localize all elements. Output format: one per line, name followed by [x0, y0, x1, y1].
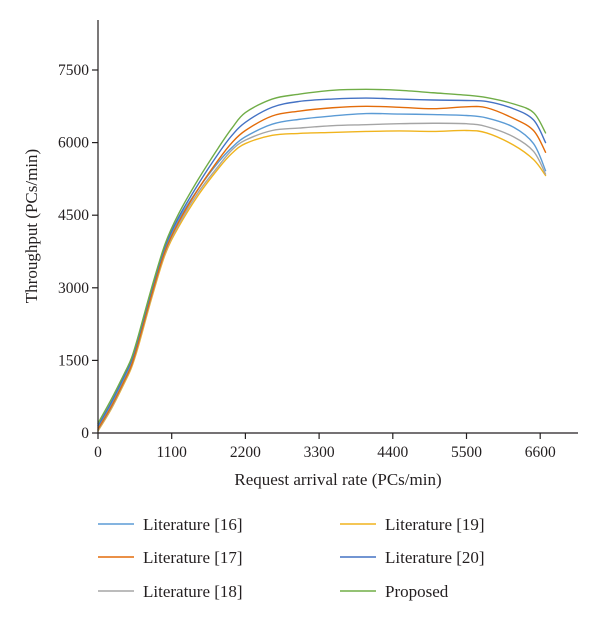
- series-line-literature-19: [97, 129, 547, 432]
- x-tick-label: 4400: [377, 444, 408, 461]
- legend-label: Literature [20]: [385, 548, 485, 567]
- x-tick-label: 2200: [230, 444, 261, 461]
- x-axis-ticks: 0 1100 2200 3300 4400 5500 6600: [94, 433, 556, 461]
- plot-area: [97, 88, 547, 432]
- y-tick-label: 7500: [58, 62, 89, 79]
- legend-item-literature-18: Literature [18]: [98, 582, 243, 601]
- y-tick-label: 3000: [58, 280, 89, 297]
- legend-label: Literature [19]: [385, 515, 485, 534]
- x-axis-label: Request arrival rate (PCs/min): [234, 470, 441, 489]
- x-tick-label: 1100: [156, 444, 187, 461]
- legend-label: Literature [18]: [143, 582, 243, 601]
- x-tick-label: 3300: [304, 444, 335, 461]
- y-tick-label: 0: [81, 425, 89, 442]
- series-line-literature-20: [97, 97, 547, 427]
- y-tick-label: 1500: [58, 352, 89, 369]
- series-line-proposed: [97, 88, 547, 425]
- legend-item-literature-20: Literature [20]: [340, 548, 485, 567]
- series-line-literature-16: [97, 112, 547, 428]
- y-tick-label: 6000: [58, 135, 89, 152]
- legend: Literature [16] Literature [17] Literature…: [98, 515, 485, 601]
- y-axis-ticks: 0 1500 3000 4500 6000 7500: [58, 62, 98, 442]
- legend-item-literature-19: Literature [19]: [340, 515, 485, 534]
- legend-item-proposed: Proposed: [340, 582, 449, 601]
- series-line-literature-17: [97, 105, 547, 430]
- y-tick-label: 4500: [58, 207, 89, 224]
- legend-item-literature-17: Literature [17]: [98, 548, 243, 567]
- legend-label: Proposed: [385, 582, 449, 601]
- x-tick-label: 0: [94, 444, 102, 461]
- legend-item-literature-16: Literature [16]: [98, 515, 243, 534]
- y-axis-label: Throughput (PCs/min): [22, 149, 41, 303]
- series-line-literature-18: [97, 122, 547, 431]
- x-tick-label: 6600: [525, 444, 556, 461]
- legend-label: Literature [16]: [143, 515, 243, 534]
- x-tick-label: 5500: [451, 444, 482, 461]
- legend-label: Literature [17]: [143, 548, 243, 567]
